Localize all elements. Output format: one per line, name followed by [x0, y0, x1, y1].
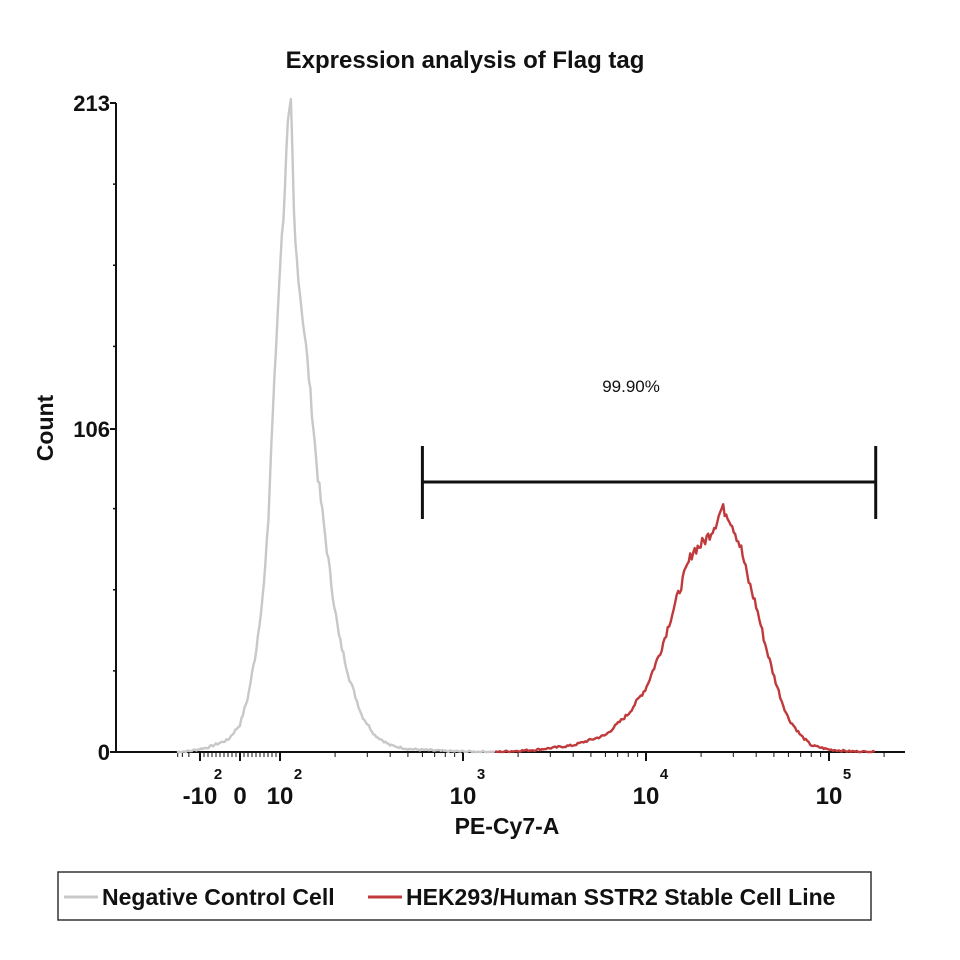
series-negative-control — [176, 97, 496, 754]
legend: Negative Control Cell HEK293/Human SSTR2… — [57, 871, 872, 921]
y-tick-label: 106 — [73, 417, 110, 442]
x-tick-label: 10 — [450, 783, 477, 810]
x-tick-label: 10 — [633, 783, 660, 810]
chart-title: Expression analysis of Flag tag — [286, 47, 645, 74]
y-axis-ticks: 0 106 213 — [73, 91, 116, 765]
legend-label-stable-cell-line: HEK293/Human SSTR2 Stable Cell Line — [406, 884, 835, 910]
x-tick-exponent: 3 — [477, 766, 485, 783]
x-tick-exponent: 2 — [294, 766, 302, 783]
x-tick-label: 10 — [816, 783, 843, 810]
gate-marker: 99.90% — [420, 377, 878, 519]
x-tick-label: -10 — [183, 783, 218, 810]
x-tick-label: 10 — [267, 783, 294, 810]
legend-box — [57, 871, 872, 921]
x-axis-label: PE-Cy7-A — [455, 813, 560, 839]
y-tick-label: 0 — [98, 740, 110, 765]
series-layer — [176, 97, 876, 754]
y-axis-label: Count — [32, 394, 58, 461]
y-tick-label: 213 — [73, 91, 110, 116]
y-axis-minor-ticks — [113, 183, 116, 672]
gate-percentage-label: 99.90% — [602, 377, 660, 396]
x-tick-exponent: 2 — [214, 766, 222, 783]
x-axis-minor-ticks — [177, 752, 885, 757]
legend-label-negative-control: Negative Control Cell — [102, 884, 335, 910]
x-tick-label: 0 — [233, 783, 246, 810]
x-tick-exponent: 5 — [843, 766, 851, 783]
x-tick-exponent: 4 — [660, 766, 669, 783]
series-stable-cell-line — [494, 503, 876, 754]
